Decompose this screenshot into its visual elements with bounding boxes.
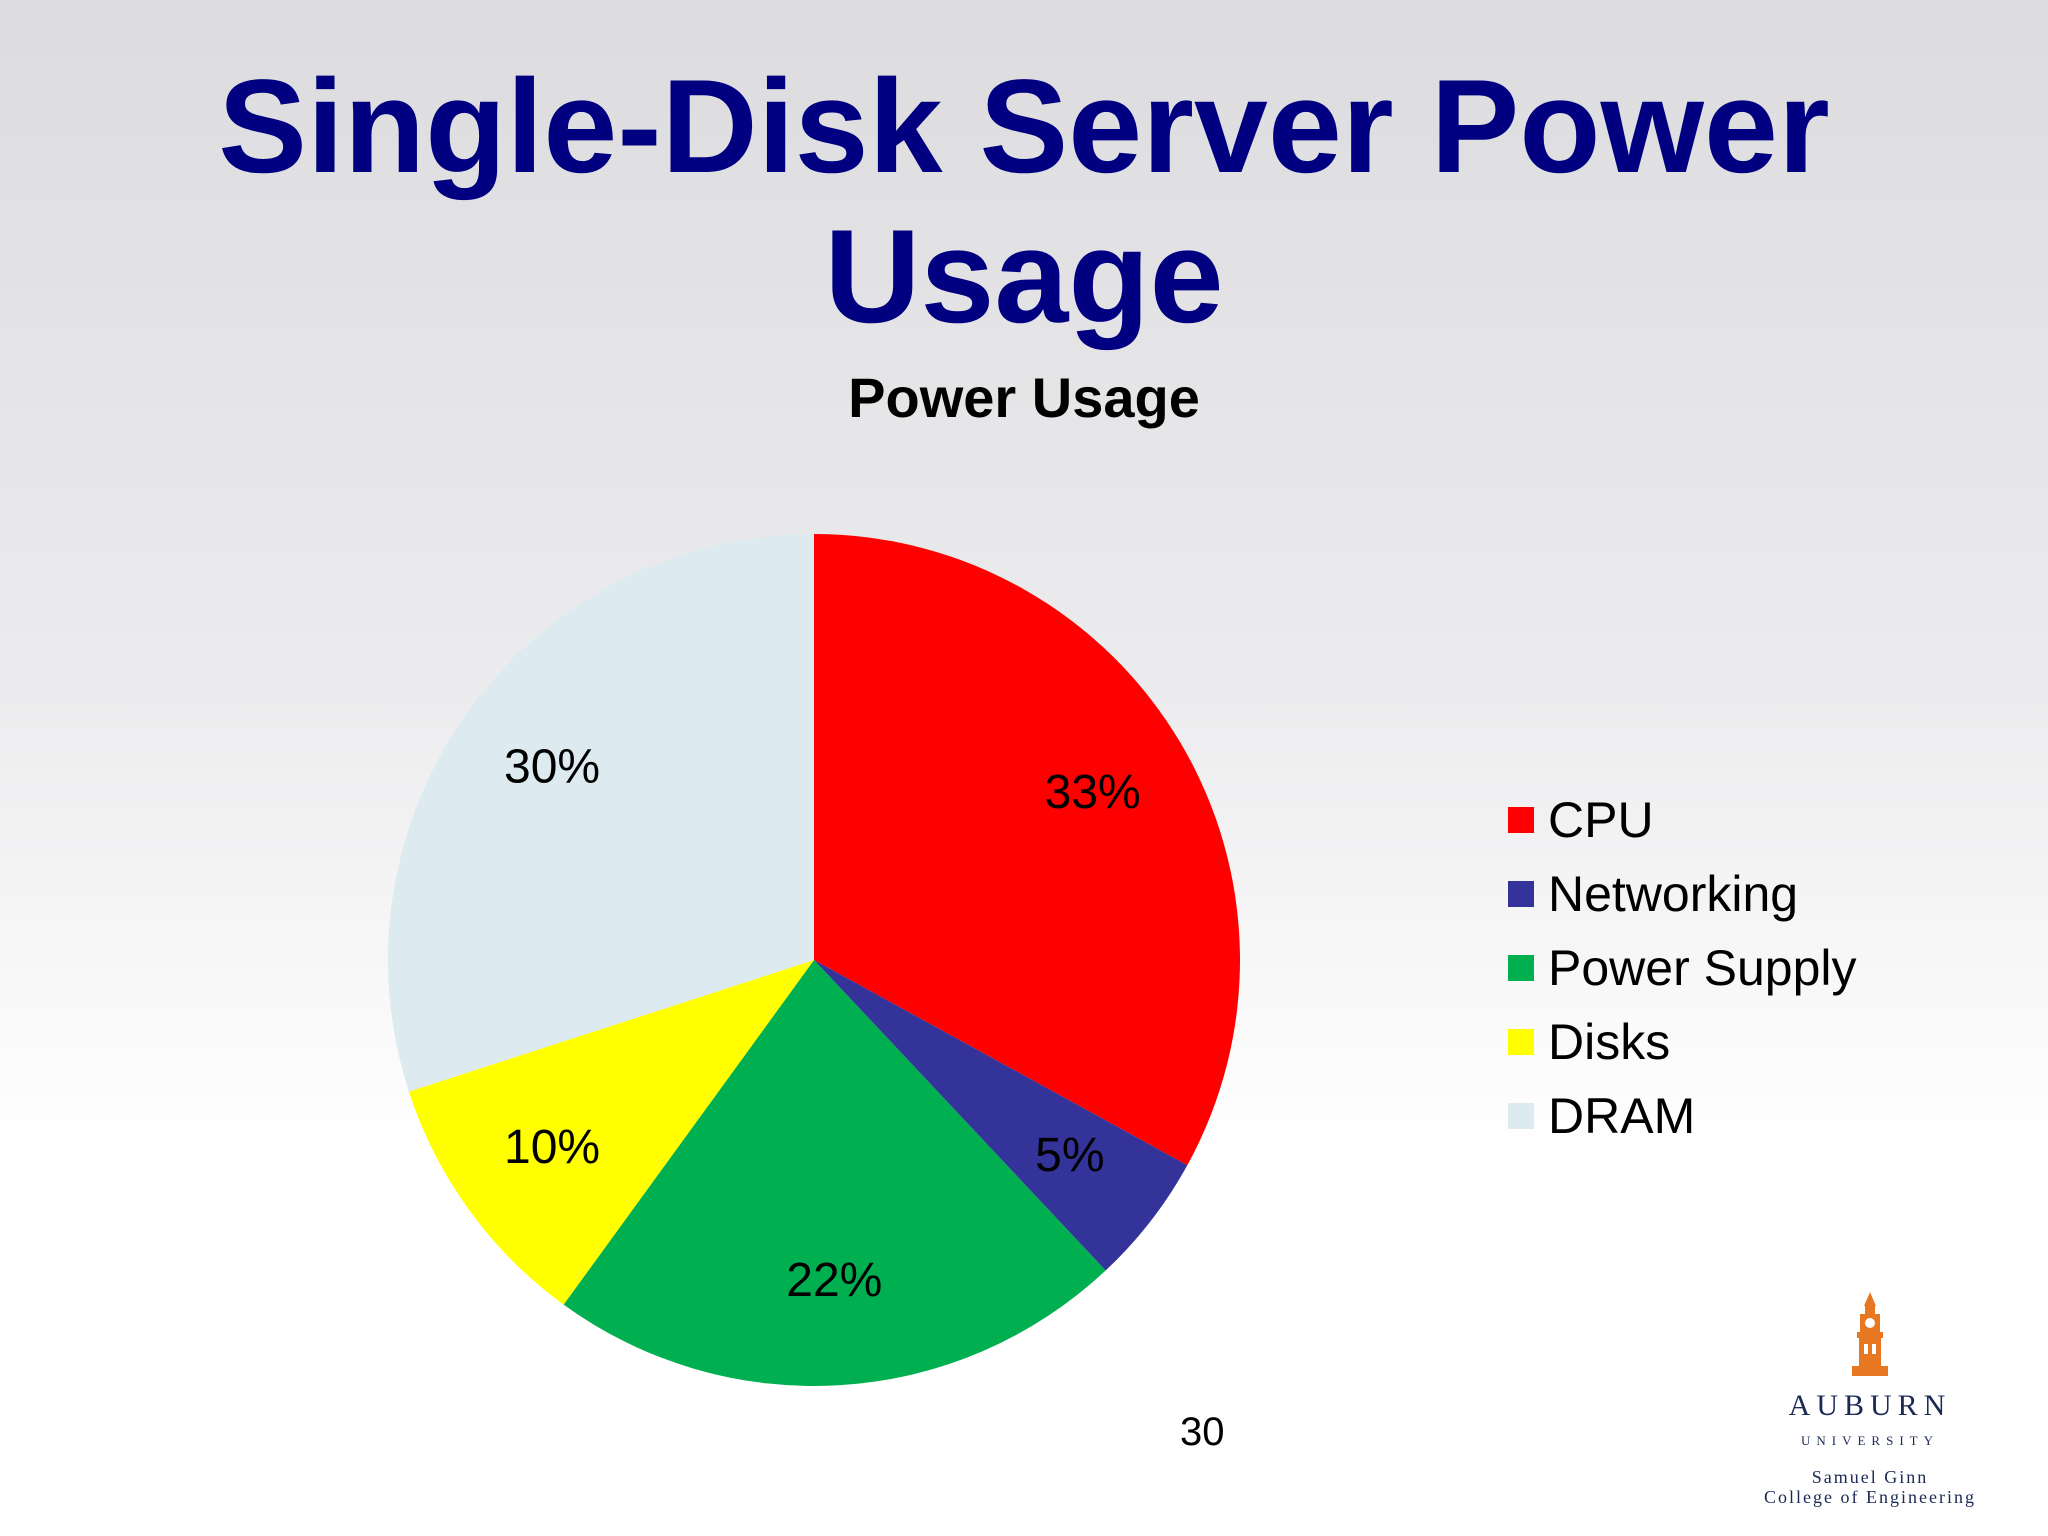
clock-tower-icon xyxy=(1852,1292,1888,1376)
legend-item-networking: Networking xyxy=(1508,857,1857,931)
slide-title-line-1: Single-Disk Server Power xyxy=(218,53,1830,201)
auburn-logo: AUBURN UNIVERSITY Samuel Ginn College of… xyxy=(1730,1290,2010,1510)
data-label-disks: 10% xyxy=(504,1121,600,1174)
legend-label-disks: Disks xyxy=(1548,1014,1671,1070)
legend-item-power-supply: Power Supply xyxy=(1508,931,1857,1005)
legend-swatch-disks xyxy=(1508,1029,1534,1055)
logo-college-line-1: Samuel Ginn xyxy=(1811,1467,1929,1487)
logo-name: AUBURN xyxy=(1788,1389,1952,1422)
slide-title: Single-Disk Server Power Usage xyxy=(0,52,2048,352)
data-label-power-supply: 22% xyxy=(786,1254,882,1307)
legend-swatch-power-supply xyxy=(1508,955,1534,981)
legend-swatch-networking xyxy=(1508,881,1534,907)
logo-college: Samuel Ginn College of Engineering xyxy=(1730,1467,2010,1507)
pie-slice-cpu xyxy=(814,534,1240,1166)
legend-label-dram: DRAM xyxy=(1548,1088,1696,1144)
legend-item-dram: DRAM xyxy=(1508,1079,1857,1153)
legend-label-power-supply: Power Supply xyxy=(1548,940,1857,996)
pie-slice-networking xyxy=(814,960,1188,1271)
chart-legend: CPU Networking Power Supply Disks DRAM xyxy=(1508,783,1857,1153)
legend-swatch-dram xyxy=(1508,1103,1534,1129)
pie-slice-disks xyxy=(408,960,814,1305)
data-label-cpu: 33% xyxy=(1045,766,1141,819)
logo-subtitle: UNIVERSITY xyxy=(1801,1433,1939,1448)
slide-title-line-2: Usage xyxy=(824,203,1224,351)
legend-item-disks: Disks xyxy=(1508,1005,1857,1079)
chart-title: Power Usage xyxy=(848,366,1200,429)
legend-item-cpu: CPU xyxy=(1508,783,1857,857)
page-number: 30 xyxy=(1180,1410,1225,1454)
data-label-networking: 5% xyxy=(1035,1129,1104,1182)
pie-slice-dram xyxy=(387,534,814,1092)
logo-college-line-2: College of Engineering xyxy=(1764,1487,1976,1507)
legend-label-cpu: CPU xyxy=(1548,792,1654,848)
data-label-dram: 30% xyxy=(504,740,600,793)
legend-label-networking: Networking xyxy=(1548,866,1799,922)
legend-swatch-cpu xyxy=(1508,807,1534,833)
pie-slice-power-supply xyxy=(563,960,1106,1386)
